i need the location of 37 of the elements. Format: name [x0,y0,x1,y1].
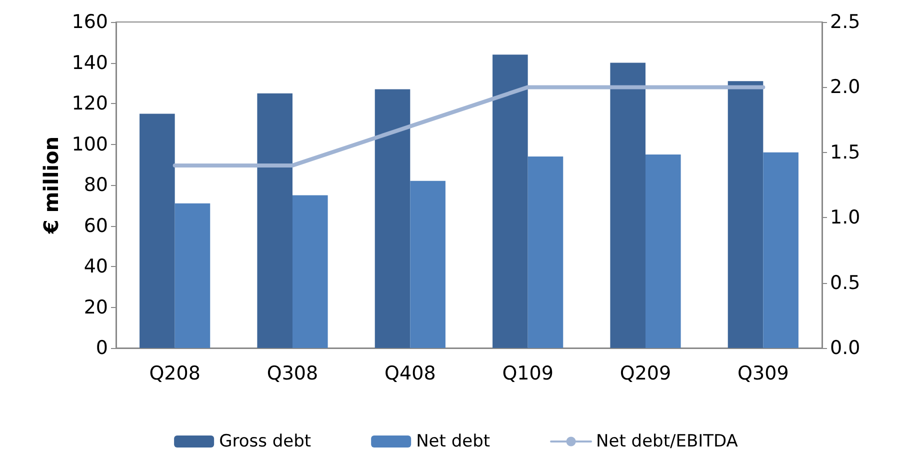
x-tick-label: Q109 [502,362,554,384]
bar [528,156,564,348]
bar [174,203,210,348]
y-tick-label: 40 [84,256,108,278]
y-tick-label: 20 [84,296,108,318]
x-tick-label: Q208 [149,362,200,384]
bar [257,93,292,348]
y-tick-label: 160 [72,11,108,33]
y2-tick-label: 1.5 [830,141,860,164]
y2-tick-label: 2.0 [830,76,860,98]
bar [646,154,681,348]
bar [140,114,175,348]
x-tick-label: Q309 [738,362,789,384]
x-tick-label: Q308 [266,362,318,384]
bar [374,89,410,348]
bar [292,195,328,348]
x-tick-label: Q209 [620,362,672,384]
y2-tick-label: 0.5 [830,272,860,294]
x-tick-label: Q408 [384,362,436,384]
legend-label: Net debt [416,432,490,452]
y-tick-label: 60 [84,214,108,237]
legend-label: Gross debt [219,432,312,452]
y2-tick-label: 2.5 [830,11,860,33]
bar [728,81,764,348]
y-tick-label: 0 [96,337,108,359]
y-tick-label: 140 [72,52,108,74]
bar [610,62,646,348]
bar [410,180,446,348]
y2-tick-label: 0.0 [830,337,860,359]
legend-label: Net debt/EBITDA [596,432,738,452]
y-tick-label: 100 [72,133,108,156]
bar [763,152,798,348]
y-axis-title: € million [38,136,63,235]
bar [492,54,528,348]
y2-tick-label: 1.0 [830,206,860,229]
y-tick-label: 80 [84,174,108,196]
y-tick-label: 120 [72,92,108,114]
